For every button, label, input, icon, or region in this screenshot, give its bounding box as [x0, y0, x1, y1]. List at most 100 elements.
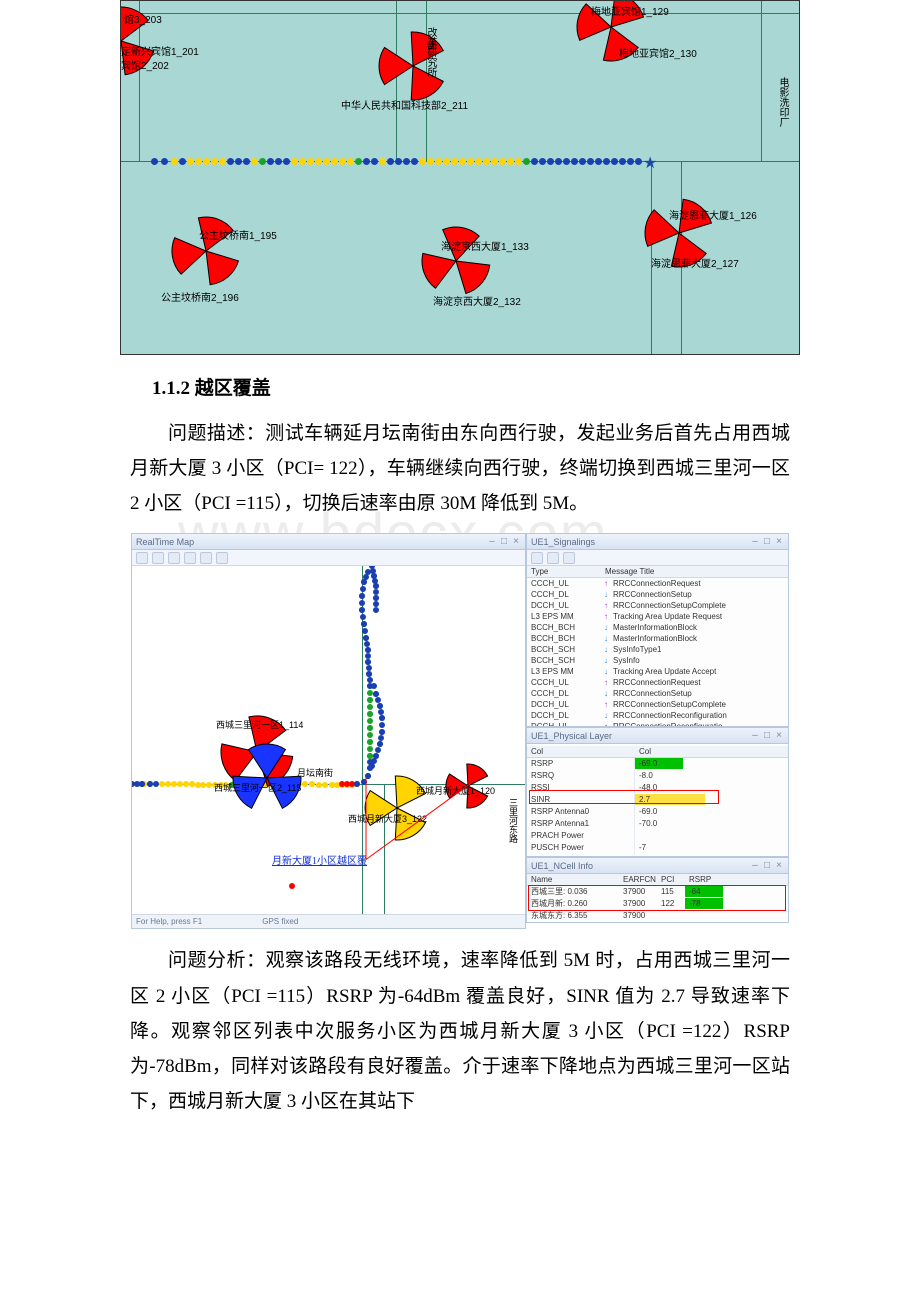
col-rsrp[interactable]: RSRP — [685, 874, 725, 885]
col-name[interactable]: Col — [527, 746, 635, 757]
sample-dot — [361, 621, 367, 627]
arrow-down-icon: ↓ — [601, 644, 611, 655]
sample-dot — [491, 158, 498, 165]
restore-icon[interactable]: □ — [762, 731, 772, 741]
sample-dot — [179, 158, 186, 165]
tool-icon[interactable] — [184, 552, 196, 564]
col-type[interactable]: Type — [527, 566, 601, 577]
pl-row[interactable]: RSRP Antenna0-69.0 — [527, 806, 788, 818]
close-icon[interactable]: × — [774, 537, 784, 547]
minimize-icon[interactable]: – — [750, 731, 760, 741]
sample-dot — [151, 158, 158, 165]
signaling-row[interactable]: CCCH_DL↓RRCConnectionSetup — [527, 688, 788, 699]
col-val[interactable]: Col — [635, 746, 655, 757]
ncell-row[interactable]: 东城东方: 6.35537900 — [527, 910, 788, 922]
sample-dot — [367, 739, 373, 745]
minimize-icon[interactable]: – — [487, 537, 497, 547]
sample-dot — [360, 614, 366, 620]
window-buttons[interactable]: – □ × — [750, 537, 784, 547]
sample-dot — [367, 718, 373, 724]
sample-dot — [227, 158, 234, 165]
tool-icon[interactable] — [152, 552, 164, 564]
restore-icon[interactable]: □ — [762, 861, 772, 871]
sample-dot — [251, 158, 258, 165]
nc-pci: 122 — [657, 898, 685, 910]
sample-dot — [531, 158, 538, 165]
sample-dot — [367, 704, 373, 710]
signaling-row[interactable]: BCCH_SCH↓SysInfo — [527, 655, 788, 666]
sig-type: DCCH_UL — [527, 600, 601, 611]
road-label: 电影洗印厂 — [775, 77, 790, 127]
nc-name: 西城三里: 0.036 — [527, 886, 619, 898]
sample-dot — [563, 158, 570, 165]
site-label: 西城月新大厦1_120 — [416, 784, 495, 797]
signaling-row[interactable]: DCCH_UL↑RRCConnectionSetupComplete — [527, 600, 788, 611]
ncell-row[interactable]: 西城月新: 0.26037900122-78 — [527, 898, 788, 910]
signaling-row[interactable]: L3 EPS MM↑Tracking Area Update Request — [527, 611, 788, 622]
callout-line — [366, 778, 367, 860]
signaling-row[interactable]: CCCH_DL↓RRCConnectionSetup — [527, 589, 788, 600]
sig-msg: RRCConnectionReconfiguration — [611, 710, 788, 721]
pl-row[interactable]: PRACH Power — [527, 830, 788, 842]
sample-dot — [379, 722, 385, 728]
pl-row[interactable]: RSSI-48.0 — [527, 782, 788, 794]
signaling-row[interactable]: DCCH_UL↑RRCConnectionReconfiguratio — [527, 721, 788, 726]
pl-key: RSRQ — [527, 770, 635, 782]
pl-val: -48.0 — [635, 782, 735, 794]
close-icon[interactable]: × — [511, 537, 521, 547]
tool-icon[interactable] — [216, 552, 228, 564]
signalings-toolbar[interactable] — [527, 550, 788, 566]
site-label: 馆3_203 — [124, 11, 162, 26]
site-label: 公主坟桥南2_196 — [161, 289, 239, 304]
close-icon[interactable]: × — [774, 731, 784, 741]
site-label: 梅地亚宾馆2_130 — [619, 45, 697, 60]
signaling-row[interactable]: BCCH_BCH↓MasterInformationBlock — [527, 622, 788, 633]
nc-pci: 115 — [657, 886, 685, 898]
col-earfcn[interactable]: EARFCN — [619, 874, 657, 885]
sig-msg: SysInfoType1 — [611, 644, 788, 655]
pl-row[interactable]: SINR2.7 — [527, 794, 788, 806]
tool-icon[interactable] — [547, 552, 559, 564]
signaling-row[interactable]: BCCH_SCH↓SysInfoType1 — [527, 644, 788, 655]
signaling-row[interactable]: BCCH_BCH↓MasterInformationBlock — [527, 633, 788, 644]
sig-type: DCCH_UL — [527, 721, 601, 726]
signaling-row[interactable]: CCCH_UL↑RRCConnectionRequest — [527, 677, 788, 688]
window-buttons[interactable]: – □ × — [750, 731, 784, 741]
restore-icon[interactable]: □ — [762, 537, 772, 547]
close-icon[interactable]: × — [774, 861, 784, 871]
pl-row[interactable]: RSRP-69.0 — [527, 758, 788, 770]
tool-icon[interactable] — [168, 552, 180, 564]
sample-dot — [365, 653, 371, 659]
col-pci[interactable]: PCI — [657, 874, 685, 885]
tool-icon[interactable] — [531, 552, 543, 564]
pl-row[interactable]: RSRP Antenna1-70.0 — [527, 818, 788, 830]
window-buttons[interactable]: – □ × — [750, 861, 784, 871]
sample-dot — [307, 158, 314, 165]
nc-pci — [657, 910, 685, 922]
minimize-icon[interactable]: – — [750, 537, 760, 547]
pl-key: SINR — [527, 794, 635, 806]
arrow-up-icon: ↑ — [601, 699, 611, 710]
pl-row[interactable]: PUSCH Power-7 — [527, 842, 788, 854]
col-name[interactable]: Name — [527, 874, 619, 885]
signaling-row[interactable]: L3 EPS MM↓Tracking Area Update Accept — [527, 666, 788, 677]
signaling-row[interactable]: CCCH_UL↑RRCConnectionRequest — [527, 578, 788, 589]
ncell-row[interactable]: 西城三里: 0.03637900115-64 — [527, 886, 788, 898]
window-buttons[interactable]: – □ × — [487, 537, 521, 547]
minimize-icon[interactable]: – — [750, 861, 760, 871]
tool-icon[interactable] — [563, 552, 575, 564]
annotation-text: 月新大厦1小区越区覆 — [272, 852, 367, 867]
tool-icon[interactable] — [200, 552, 212, 564]
signaling-row[interactable]: DCCH_DL↓RRCConnectionReconfiguration — [527, 710, 788, 721]
arrow-up-icon: ↑ — [601, 600, 611, 611]
col-msg[interactable]: Message Title — [601, 566, 658, 577]
problem-analysis: 问题分析：观察该路段无线环境，速率降低到 5M 时，占用西城三里河一区 2 小区… — [130, 943, 790, 1119]
tool-icon[interactable] — [136, 552, 148, 564]
map-toolbar[interactable] — [132, 550, 525, 566]
sample-dot — [323, 158, 330, 165]
signaling-row[interactable]: DCCH_UL↑RRCConnectionSetupComplete — [527, 699, 788, 710]
pl-row[interactable]: RSRQ-8.0 — [527, 770, 788, 782]
sample-dot — [367, 732, 373, 738]
sample-dot — [359, 593, 365, 599]
restore-icon[interactable]: □ — [499, 537, 509, 547]
